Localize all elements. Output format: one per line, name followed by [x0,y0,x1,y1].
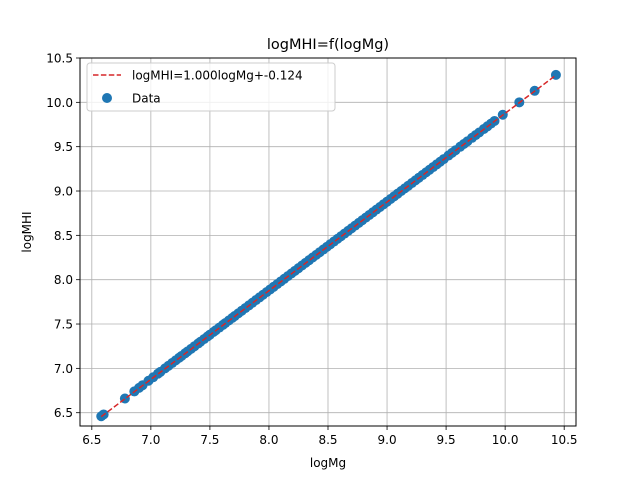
x-axis-ticks: 6.5 7.0 7.5 8.0 8.5 9.0 9.5 10.0 10.5 [82,426,578,447]
legend: logMHI=1.000logMg+-0.124 Data [86,62,336,112]
x-tick-label: 8.0 [259,433,278,447]
y-tick-label: 6.5 [54,406,73,420]
legend-data-label: Data [132,92,161,106]
x-tick-label: 6.5 [82,433,101,447]
y-axis-ticks: 6.5 7.0 7.5 8.0 8.5 9.0 9.5 10.0 10.5 [46,52,80,420]
y-tick-label: 7.0 [54,362,73,376]
y-axis-label: logMHI [20,211,34,252]
x-axis-label: logMg [310,456,346,470]
legend-data-marker [102,93,112,103]
x-tick-label: 8.5 [318,433,337,447]
x-tick-label: 7.5 [200,433,219,447]
x-tick-label: 9.0 [378,433,397,447]
y-tick-label: 8.0 [54,273,73,287]
chart-title: logMHI=f(logMg) [267,37,389,53]
legend-box [86,62,336,112]
y-tick-label: 10.5 [46,52,73,66]
x-tick-label: 10.0 [492,433,519,447]
y-tick-label: 9.0 [54,185,73,199]
y-tick-label: 9.5 [54,140,73,154]
legend-fit-label: logMHI=1.000logMg+-0.124 [132,69,303,83]
x-tick-label: 10.5 [551,433,578,447]
x-tick-label: 7.0 [141,433,160,447]
y-tick-label: 10.0 [46,96,73,110]
grid-lines [80,57,576,426]
x-tick-label: 9.5 [437,433,456,447]
y-tick-label: 8.5 [54,229,73,243]
y-tick-label: 7.5 [54,318,73,332]
